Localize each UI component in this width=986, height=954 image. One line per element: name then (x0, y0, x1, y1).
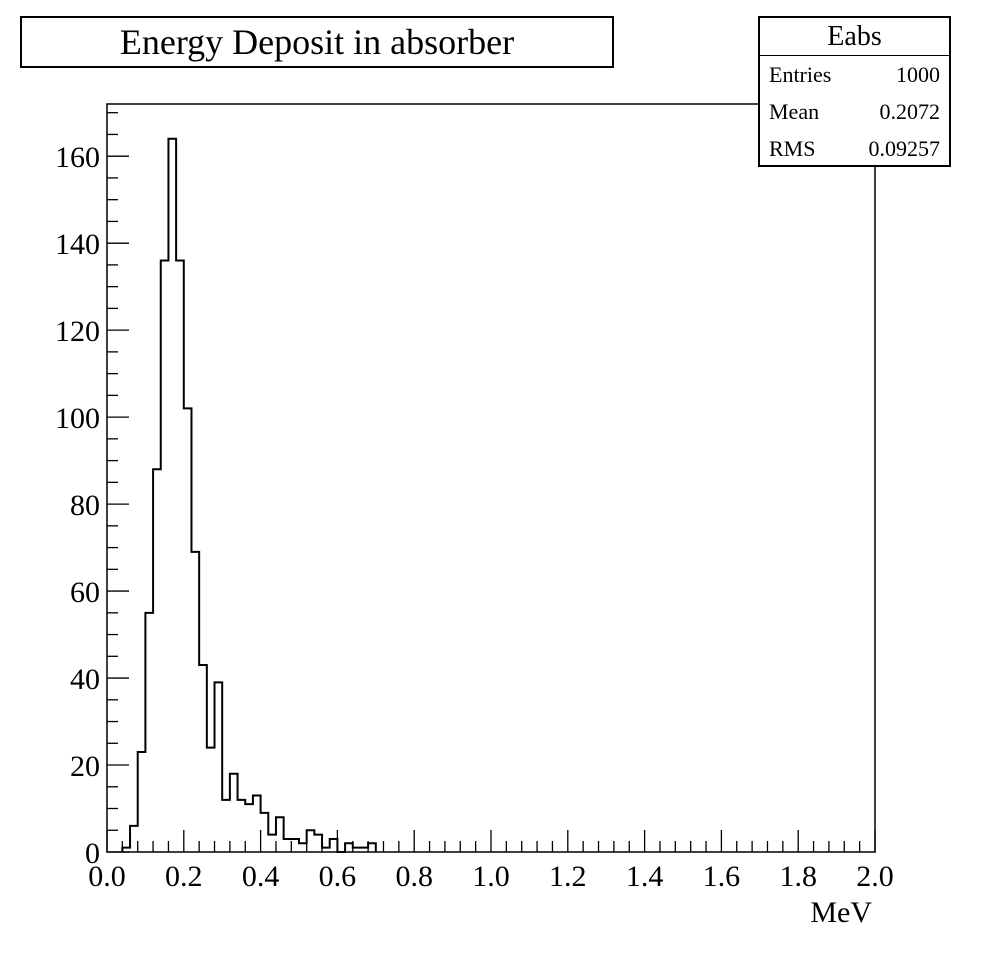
histogram-bin (230, 774, 238, 852)
histogram-bin (238, 800, 246, 852)
histogram-bin (299, 843, 307, 852)
histogram-bin (191, 552, 199, 852)
histogram-bin (130, 826, 138, 852)
histogram-bin (161, 261, 169, 852)
histogram-bin (222, 800, 230, 852)
histogram-bin (345, 843, 353, 852)
y-tick-label: 20 (70, 750, 100, 783)
stats-value: 1000 (896, 62, 940, 87)
y-tick-label: 40 (70, 663, 100, 696)
histogram-bins (122, 139, 375, 852)
histogram-bin (176, 261, 184, 852)
histogram-bin (207, 748, 215, 852)
histogram-bin (168, 139, 176, 852)
x-tick-label: 0.4 (242, 860, 280, 893)
histogram-bin (215, 682, 223, 852)
x-tick-label: 1.2 (549, 860, 587, 893)
histogram-bin (368, 843, 376, 852)
stats-histogram-name: Eabs (760, 18, 949, 56)
histogram-bin (261, 813, 269, 852)
histogram-bin (291, 839, 299, 852)
histogram-bin (268, 835, 276, 852)
histogram-bin (199, 665, 207, 852)
x-tick-label: 1.0 (472, 860, 510, 893)
histogram-outline (121, 137, 377, 853)
stats-value: 0.09257 (868, 136, 941, 161)
x-tick-label: 0.6 (319, 860, 357, 893)
histogram-bin (145, 613, 153, 852)
stats-label: RMS (769, 136, 816, 161)
histogram-bin (245, 804, 253, 852)
histogram-bin (138, 752, 146, 852)
y-tick-label: 140 (55, 228, 100, 261)
x-axis-label: MeV (810, 896, 872, 929)
x-tick-label: 0.0 (88, 860, 126, 893)
histogram-bin (153, 469, 161, 852)
x-tick-label: 2.0 (856, 860, 894, 893)
x-tick-label: 0.2 (165, 860, 203, 893)
stats-row-mean: Mean 0.2072 (760, 93, 949, 130)
y-tick-label: 0 (85, 837, 100, 870)
stats-row-entries: Entries 1000 (760, 56, 949, 93)
histogram-bin (253, 795, 261, 852)
histogram-bin (276, 817, 284, 852)
stats-label: Entries (769, 62, 832, 87)
stats-row-rms: RMS 0.09257 (760, 130, 949, 167)
x-tick-label: 1.4 (626, 860, 664, 893)
axis-tick-labels: 0.0 0.2 0.4 0.6 0.8 1.0 1.2 1.4 1.6 1.8 2.0 0 20 40 60… (55, 141, 894, 893)
histogram-bin (284, 839, 292, 852)
histogram-bin (184, 408, 192, 852)
y-tick-label: 60 (70, 576, 100, 609)
x-tick-label: 0.8 (395, 860, 433, 893)
x-tick-label: 1.8 (779, 860, 817, 893)
stats-box: Eabs Entries 1000 Mean 0.2072 RMS 0.0925… (758, 16, 951, 167)
y-tick-label: 120 (55, 315, 100, 348)
histogram-bin (307, 830, 315, 852)
stats-label: Mean (769, 99, 820, 124)
y-tick-label: 100 (55, 402, 100, 435)
y-tick-label: 160 (55, 141, 100, 174)
y-tick-label: 80 (70, 489, 100, 522)
histogram-bin (314, 835, 322, 852)
x-tick-label: 1.6 (703, 860, 741, 893)
stats-value: 0.2072 (879, 99, 941, 124)
histogram-bin (330, 839, 338, 852)
chart-title: Energy Deposit in absorber (20, 16, 614, 68)
axis-ticks (106, 112, 876, 853)
